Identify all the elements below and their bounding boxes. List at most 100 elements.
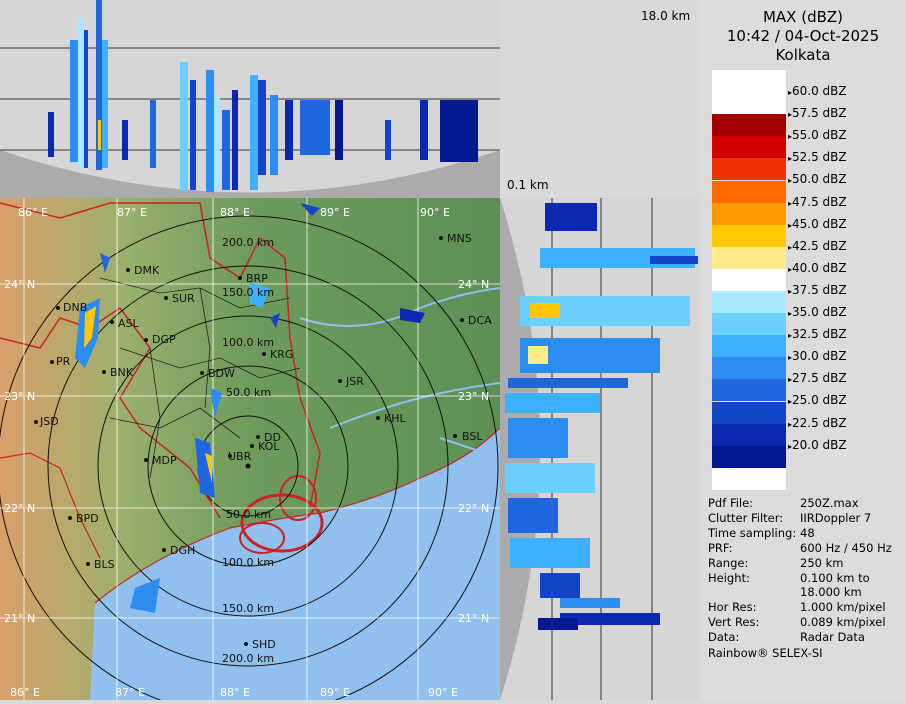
range-label: 100.0 km [222, 336, 274, 349]
legend-color-band [712, 291, 786, 313]
info-key: Hor Res: [708, 600, 757, 614]
place-label: DGP [152, 333, 176, 346]
place-label: DCA [468, 314, 492, 327]
place-label: BLS [94, 558, 115, 571]
station-name: Kolkata [775, 46, 831, 64]
district-borders [99, 277, 301, 479]
info-value: 1.000 km/pixel [800, 600, 886, 614]
legend-color-band [712, 92, 786, 115]
lat-label: 21° N [458, 612, 489, 625]
legend-label: ▸60.0 dBZ [788, 84, 847, 98]
info-key: Height: [708, 571, 750, 585]
info-value: 0.100 km to [800, 571, 870, 585]
place-label: KHL [384, 412, 406, 425]
legend-color-band [712, 246, 786, 269]
legend-label: ▸32.5 dBZ [788, 327, 847, 342]
legend-label-text: 42.5 dBZ [792, 238, 847, 253]
legend-label: ▸50.0 dBZ [788, 172, 847, 187]
range-label: 100.0 km [222, 556, 274, 569]
lat-label: 22° N [458, 502, 489, 515]
place-label: ASL [118, 317, 140, 330]
lon-label: 86° E [18, 206, 48, 219]
place-label: JSR [345, 375, 364, 388]
legend-color-band [712, 357, 786, 380]
place-label: DGH [170, 544, 195, 557]
lon-label: 90° E [420, 206, 450, 219]
radar-site-marker [245, 463, 251, 469]
info-value: Radar Data [800, 630, 865, 644]
place-label: BSL [462, 430, 483, 443]
info-row: Data: Radar Data [708, 630, 865, 644]
info-value: IIRDoppler 7 [800, 511, 872, 525]
legend-color-band [712, 379, 786, 402]
legend-label-text: 22.5 dBZ [792, 415, 847, 430]
place-label: BDW [208, 367, 235, 380]
legend-label: ▸22.5 dBZ [788, 415, 847, 430]
place-label: MDP [152, 454, 177, 467]
side-profile-echoes [505, 203, 698, 630]
info-key: Vert Res: [708, 615, 760, 629]
legend-label-text: 27.5 dBZ [792, 371, 847, 386]
lon-label: 90° E [428, 686, 458, 699]
legend-label: ▸55.0 dBZ [788, 128, 847, 143]
info-value: 18.000 km [800, 585, 862, 599]
info-row: Clutter Filter: IIRDoppler 7 [708, 511, 871, 525]
info-row: PRF: 600 Hz / 450 Hz [708, 541, 892, 555]
legend-label: ▸20.0 dBZ [788, 437, 847, 452]
place-label: MNS [447, 232, 472, 245]
range-label: 50.0 km [226, 508, 271, 521]
info-key: Range: [708, 556, 749, 570]
bottom-height-label: 0.1 km [507, 178, 549, 192]
range-rings [0, 215, 499, 700]
footer-credit: Rainbow® SELEX-SI [708, 646, 823, 660]
place-label: KOL [258, 440, 280, 453]
lat-label: 24° N [4, 278, 35, 291]
legend-color-band [712, 114, 786, 137]
bay-of-bengal [90, 428, 500, 700]
legend-label-text: 60.0 dBZ [792, 84, 847, 98]
lon-label: 88° E [220, 686, 250, 699]
place-label: DNB [63, 301, 87, 314]
info-value: 600 Hz / 450 Hz [800, 541, 892, 555]
range-label: 200.0 km [222, 652, 274, 665]
legend-label: ▸35.0 dBZ [788, 305, 847, 319]
legend-label-text: 30.0 dBZ [792, 349, 847, 364]
info-value: 250Z.max [800, 496, 859, 510]
place-label: UBR [228, 450, 252, 463]
legend-label-text: 57.5 dBZ [792, 106, 847, 121]
info-value: 48 [800, 526, 815, 540]
lat-label: 22° N [4, 502, 35, 515]
legend-label-text: 55.0 dBZ [792, 128, 847, 143]
range-label: 150.0 km [222, 602, 274, 615]
place-label: SHD [252, 638, 276, 651]
rivers [299, 287, 500, 459]
legend-label-text: 32.5 dBZ [792, 327, 847, 342]
latitude-labels: 24° N 23° N 22° N 21° N 24° N 23° N 22° … [4, 278, 489, 625]
place-label: PR [56, 355, 71, 368]
side-profile-graphic [500, 198, 698, 700]
range-label: 50.0 km [226, 386, 271, 399]
legend-label-text: 20.0 dBZ [792, 437, 847, 452]
place-label: BRP [246, 272, 268, 285]
info-row: Pdf File: 250Z.max [708, 496, 859, 510]
radar-map-graphic: 200.0 km 150.0 km 100.0 km 50.0 km 50.0 … [0, 198, 500, 700]
legend-label-text: 45.0 dBZ [792, 216, 847, 231]
info-row: Time sampling: 48 [708, 526, 815, 540]
legend-color-band [712, 313, 786, 336]
legend-color-band [712, 335, 786, 358]
info-row: 18.000 km [708, 585, 862, 599]
legend-label: ▸47.5 dBZ [788, 194, 847, 209]
lon-label: 87° E [117, 206, 147, 219]
place-label: BPD [76, 512, 99, 525]
top-profile-graphic [0, 0, 500, 198]
legend-color-band [712, 224, 786, 247]
legend-label: ▸27.5 dBZ [788, 371, 847, 386]
legend-label: ▸52.5 dBZ [788, 150, 847, 165]
radar-map[interactable]: 200.0 km 150.0 km 100.0 km 50.0 km 50.0 … [0, 198, 500, 700]
longitude-labels: 86° E 87° E 88° E 89° E 90° E 86° E 87° … [10, 206, 458, 699]
range-label: 200.0 km [222, 236, 274, 249]
legend-color-band [712, 136, 786, 159]
info-key: Clutter Filter: [708, 511, 784, 525]
top-height-profile [0, 0, 500, 198]
info-key: Data: [708, 630, 740, 644]
